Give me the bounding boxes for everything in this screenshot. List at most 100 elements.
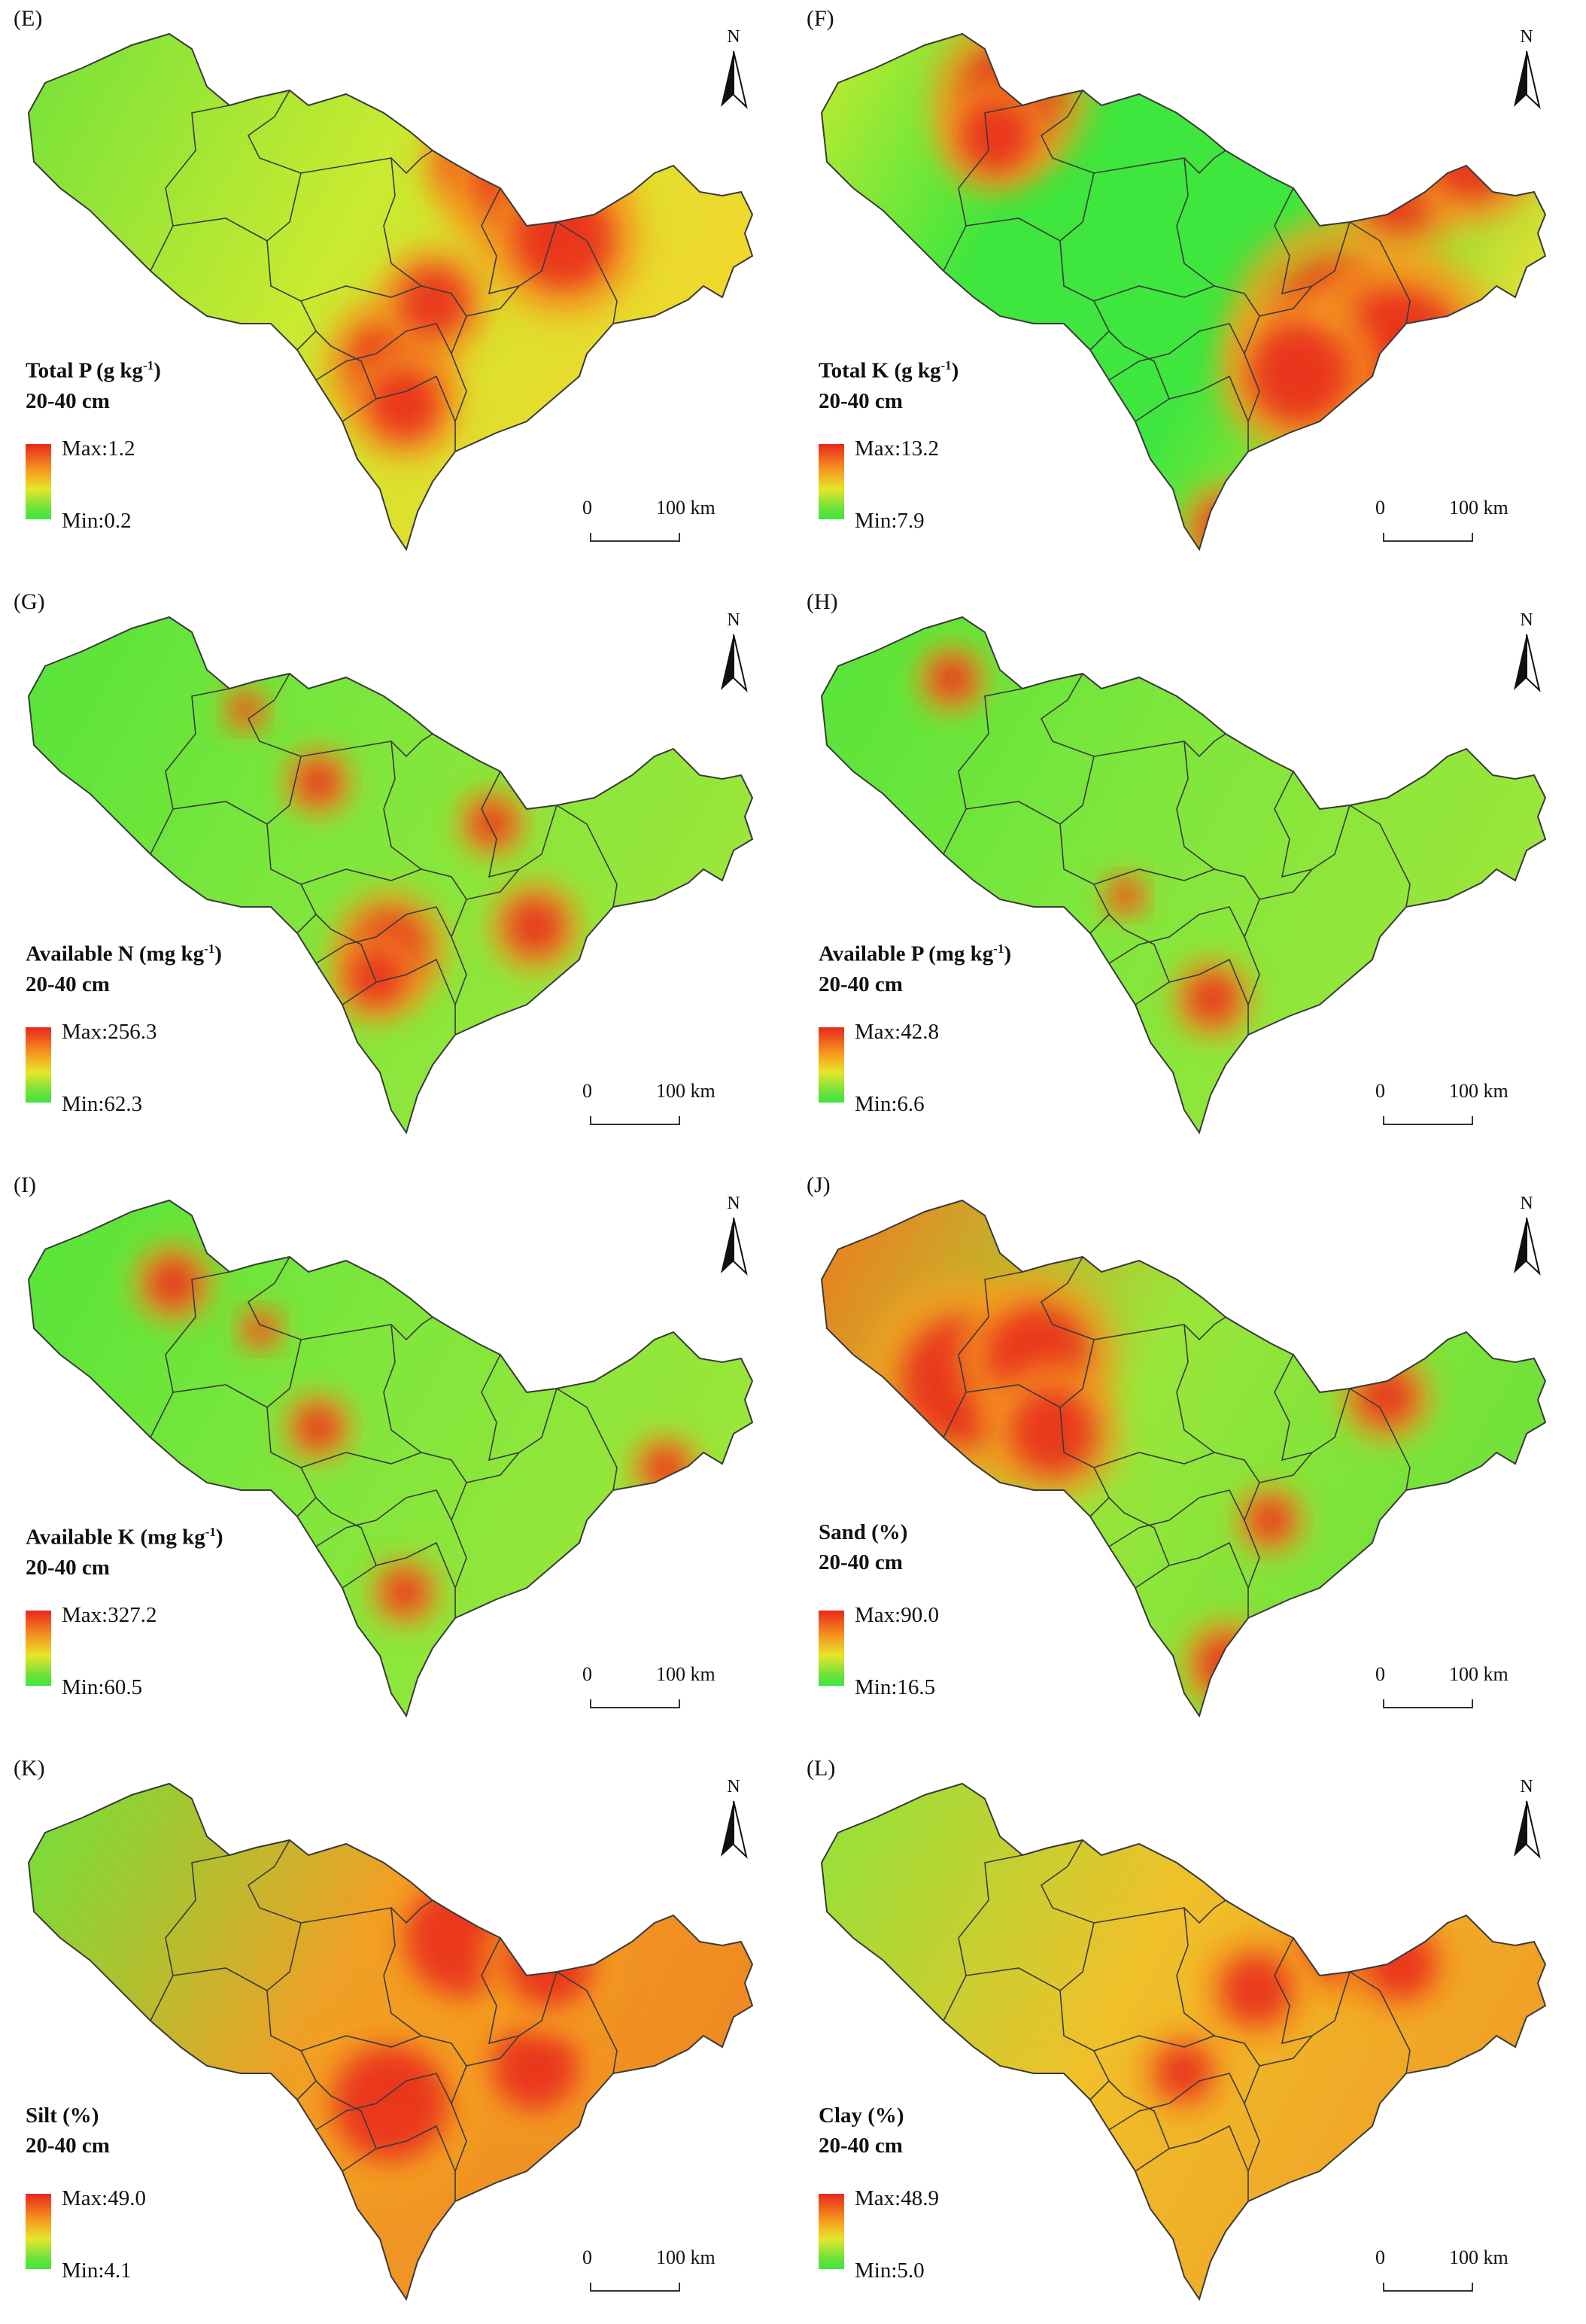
hotspot (147, 1257, 199, 1309)
north-arrow-icon: N (1508, 27, 1545, 110)
district-border (383, 1324, 422, 1453)
scale-bar: 0 100 km (1375, 497, 1509, 549)
district-border (1244, 2065, 1260, 2201)
hotspot (1220, 1953, 1293, 2027)
legend-min: Min:16.5 (855, 1675, 936, 1699)
legend-min: Min:0.2 (62, 509, 132, 533)
hotspot (1248, 323, 1351, 425)
hotspot (1010, 1389, 1097, 1476)
north-arrow-icon: N (715, 1194, 752, 1276)
interpolation-map (27, 616, 754, 1135)
hotspot-halo (1180, 1617, 1274, 1711)
district-border (1135, 958, 1249, 1005)
district-border (315, 914, 377, 983)
panel-letter: (I) (14, 1173, 36, 1197)
legend-min: Min:5.0 (855, 2259, 925, 2283)
district-border (1274, 771, 1351, 878)
district-border (342, 1541, 456, 1589)
panel-letter: (L) (807, 1756, 836, 1781)
scale-bar: 0 100 km (1375, 2246, 1509, 2299)
scale-zero: 0 (1375, 1080, 1385, 1102)
province-outline (820, 32, 1547, 552)
legend-variable: Silt (%) (26, 2103, 99, 2128)
north-label: N (1520, 1194, 1533, 1213)
legend-depth: 20-40 cm (26, 2134, 110, 2158)
district-border (383, 1907, 422, 2037)
district-border (1244, 899, 1260, 1035)
district-border (481, 771, 558, 878)
map-panel: (F) N Total K (g kg-1) 20-40 cm Max:13.2 Min:… (793, 0, 1586, 574)
district-border (1135, 375, 1249, 422)
color-ramp (26, 2194, 51, 2269)
north-arrow-icon: N (1508, 610, 1545, 693)
interpolation-map (820, 616, 1547, 1135)
legend-max: Max:327.2 (62, 1603, 157, 1627)
north-arrow-icon: N (715, 1777, 752, 1860)
scale-zero: 0 (1375, 2246, 1385, 2268)
north-label: N (727, 1194, 740, 1213)
district-border (150, 1854, 230, 2021)
district-border (315, 2073, 452, 2131)
legend-variable: Available P (mg kg (819, 941, 994, 966)
north-arrow-icon: N (1508, 1194, 1545, 1276)
scale-line (1383, 533, 1473, 542)
scale-distance: 100 km (656, 1663, 716, 1685)
scale-bar: 0 100 km (1375, 1663, 1509, 1716)
province-outline (820, 1199, 1547, 1718)
legend-title: Total P (g kg-1) 20-40 cm (26, 358, 161, 413)
legend-depth: 20-40 cm (819, 972, 903, 996)
scale-zero: 0 (582, 2246, 592, 2268)
color-ramp (819, 2194, 844, 2269)
unit-exponent: -1 (143, 358, 154, 373)
north-arrow-icon: N (715, 610, 752, 693)
district-border (1274, 187, 1351, 295)
district-border (300, 1900, 433, 1924)
scale-line (590, 2283, 680, 2292)
legend-variable: Total K (g kg (819, 358, 941, 383)
district-border (315, 330, 377, 400)
district-border (1108, 2073, 1245, 2131)
district-border (1093, 285, 1313, 317)
legend-depth: 20-40 cm (26, 972, 110, 996)
district-border (342, 958, 456, 1005)
hotspot (469, 802, 514, 845)
district-border (1244, 1482, 1260, 1618)
hotspot (333, 2045, 448, 2161)
north-arrow-icon: N (715, 27, 752, 110)
scale-zero: 0 (582, 1663, 592, 1685)
district-border (1274, 1354, 1351, 1462)
color-ramp (26, 444, 51, 519)
north-arrow-icon: N (1508, 1777, 1545, 1860)
district-border (1176, 1324, 1215, 1453)
scale-distance: 100 km (1449, 497, 1509, 519)
district-border (383, 157, 422, 287)
district-border (300, 150, 433, 175)
panel-letter: (E) (14, 6, 43, 31)
unit-exponent: -1 (940, 358, 952, 373)
legend-title: Available K (mg kg-1) 20-40 cm (26, 1525, 223, 1580)
interpolation-map (820, 1199, 1547, 1718)
scale-distance: 100 km (1449, 2246, 1509, 2268)
interpolation-map (27, 32, 754, 552)
scale-line (1383, 1699, 1473, 1708)
north-label: N (1520, 1777, 1533, 1796)
legend-depth: 20-40 cm (819, 388, 903, 413)
north-label: N (727, 27, 740, 47)
district-border (1108, 2080, 1170, 2149)
map-panel: (G) N Available N (mg kg-1) 20-40 cm Max:256… (0, 583, 793, 1157)
district-border (315, 1489, 452, 1547)
color-ramp (26, 1027, 51, 1103)
legend-depth: 20-40 cm (819, 2134, 903, 2158)
district-border (342, 2125, 456, 2172)
district-border (1093, 868, 1313, 900)
legend-max: Max:256.3 (62, 1020, 157, 1044)
scale-bar: 0 100 km (582, 1080, 716, 1133)
map-surface (29, 617, 752, 1133)
legend-variable: Total P (g kg (26, 358, 144, 383)
scale-zero: 0 (582, 497, 592, 519)
hotspot (506, 897, 564, 956)
scale-line (590, 533, 680, 542)
province-outline (27, 1782, 754, 2301)
legend-max: Max:13.2 (855, 437, 939, 461)
scale-line (590, 1116, 680, 1125)
